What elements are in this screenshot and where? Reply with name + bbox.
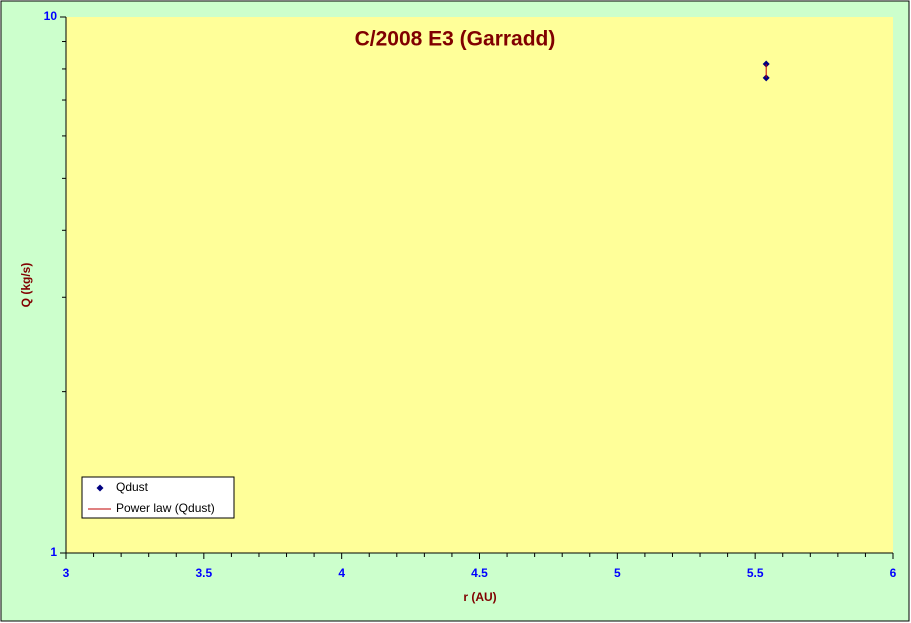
- x-tick-label: 5.5: [747, 566, 764, 580]
- x-tick-label: 4: [338, 566, 345, 580]
- legend-swatch: [96, 484, 104, 492]
- legend-label: Qdust: [116, 480, 149, 494]
- y-tick-label: 10: [44, 9, 58, 23]
- plot-area: [66, 17, 893, 553]
- x-axis-title: r (AU): [463, 590, 496, 604]
- chart-title: C/2008 E3 (Garradd): [355, 28, 556, 51]
- y-tick-label: 1: [50, 545, 57, 559]
- legend-label: Power law (Qdust): [116, 501, 215, 515]
- x-tick-label: 6: [890, 566, 897, 580]
- legend-box: [81, 476, 235, 519]
- y-axis-title: Q (kg/s): [19, 263, 33, 308]
- x-tick-label: 3.5: [195, 566, 212, 580]
- x-tick-label: 3: [63, 566, 70, 580]
- x-tick-label: 4.5: [471, 566, 488, 580]
- x-tick-label: 5: [614, 566, 621, 580]
- legend: Qdust Power law (Qdust): [81, 476, 235, 519]
